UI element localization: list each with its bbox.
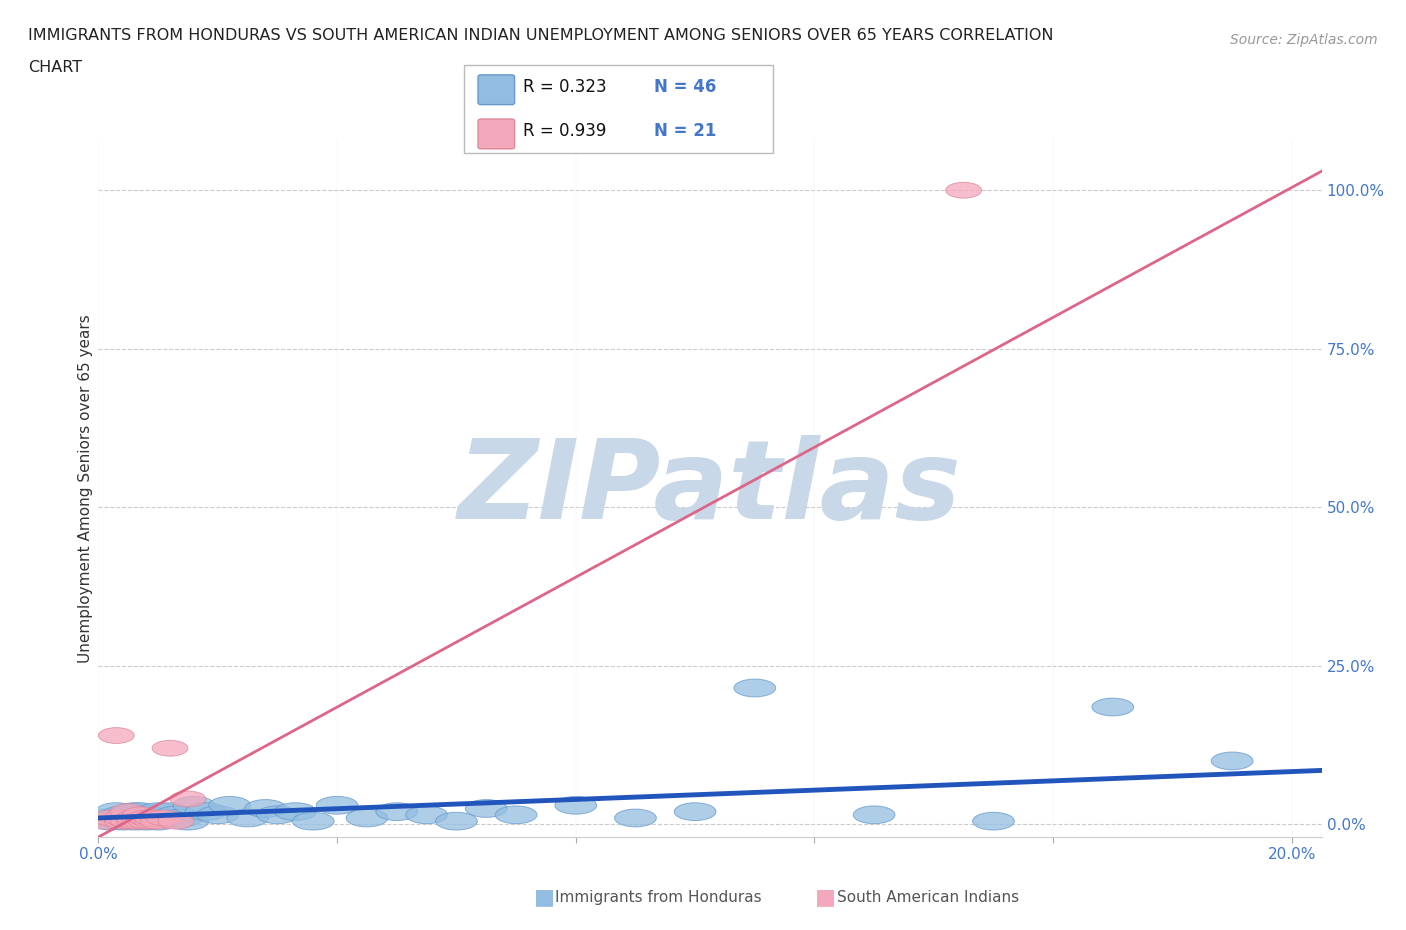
Ellipse shape xyxy=(734,679,776,697)
Ellipse shape xyxy=(173,796,215,814)
Text: Source: ZipAtlas.com: Source: ZipAtlas.com xyxy=(1230,33,1378,46)
Ellipse shape xyxy=(274,803,316,820)
Ellipse shape xyxy=(226,809,269,827)
Ellipse shape xyxy=(436,812,477,830)
Ellipse shape xyxy=(316,796,359,814)
Ellipse shape xyxy=(167,812,209,830)
Ellipse shape xyxy=(120,809,162,827)
Ellipse shape xyxy=(1211,752,1253,770)
Ellipse shape xyxy=(96,803,138,820)
Ellipse shape xyxy=(131,809,173,827)
Ellipse shape xyxy=(128,813,165,829)
Ellipse shape xyxy=(186,803,226,820)
Ellipse shape xyxy=(101,806,143,824)
Ellipse shape xyxy=(946,182,981,198)
Ellipse shape xyxy=(292,812,335,830)
Ellipse shape xyxy=(1092,698,1133,716)
Text: R = 0.323: R = 0.323 xyxy=(523,78,606,96)
Ellipse shape xyxy=(675,803,716,820)
Ellipse shape xyxy=(93,810,128,826)
Ellipse shape xyxy=(209,796,250,814)
Ellipse shape xyxy=(197,806,239,824)
Text: ZIPatlas: ZIPatlas xyxy=(458,434,962,542)
Ellipse shape xyxy=(110,804,146,819)
Ellipse shape xyxy=(162,809,202,827)
Ellipse shape xyxy=(152,740,188,756)
Ellipse shape xyxy=(143,809,186,827)
Ellipse shape xyxy=(122,813,157,829)
Ellipse shape xyxy=(110,813,146,829)
Text: N = 46: N = 46 xyxy=(654,78,716,96)
Text: Immigrants from Honduras: Immigrants from Honduras xyxy=(555,890,762,905)
Text: CHART: CHART xyxy=(28,60,82,75)
Ellipse shape xyxy=(138,812,179,830)
Ellipse shape xyxy=(117,813,152,829)
Text: N = 21: N = 21 xyxy=(654,122,716,140)
Ellipse shape xyxy=(256,806,298,824)
Ellipse shape xyxy=(125,806,167,824)
Ellipse shape xyxy=(120,803,162,820)
Ellipse shape xyxy=(146,810,181,826)
Text: ■: ■ xyxy=(815,887,837,908)
Ellipse shape xyxy=(96,809,138,827)
Ellipse shape xyxy=(157,813,194,829)
Ellipse shape xyxy=(346,809,388,827)
Ellipse shape xyxy=(128,810,165,826)
Ellipse shape xyxy=(122,807,157,823)
Ellipse shape xyxy=(98,727,134,743)
Ellipse shape xyxy=(555,796,596,814)
Text: IMMIGRANTS FROM HONDURAS VS SOUTH AMERICAN INDIAN UNEMPLOYMENT AMONG SENIORS OVE: IMMIGRANTS FROM HONDURAS VS SOUTH AMERIC… xyxy=(28,28,1053,43)
Text: South American Indians: South American Indians xyxy=(837,890,1019,905)
Ellipse shape xyxy=(125,812,167,830)
Ellipse shape xyxy=(138,803,179,820)
Y-axis label: Unemployment Among Seniors over 65 years: Unemployment Among Seniors over 65 years xyxy=(77,314,93,662)
Ellipse shape xyxy=(107,809,149,827)
Ellipse shape xyxy=(87,813,122,829)
Text: ■: ■ xyxy=(534,887,555,908)
Ellipse shape xyxy=(134,813,170,829)
Ellipse shape xyxy=(141,813,176,829)
Ellipse shape xyxy=(114,803,155,820)
Ellipse shape xyxy=(853,806,896,824)
Ellipse shape xyxy=(101,812,143,830)
Ellipse shape xyxy=(83,809,125,827)
Ellipse shape xyxy=(155,806,197,824)
Ellipse shape xyxy=(90,812,131,830)
Text: R = 0.939: R = 0.939 xyxy=(523,122,606,140)
Ellipse shape xyxy=(614,809,657,827)
Ellipse shape xyxy=(149,803,191,820)
Ellipse shape xyxy=(107,806,149,824)
Ellipse shape xyxy=(245,800,287,817)
Ellipse shape xyxy=(170,791,205,807)
Ellipse shape xyxy=(114,812,155,830)
Ellipse shape xyxy=(375,803,418,820)
Ellipse shape xyxy=(973,812,1014,830)
Ellipse shape xyxy=(117,810,152,826)
Ellipse shape xyxy=(465,800,508,817)
Ellipse shape xyxy=(406,806,447,824)
Ellipse shape xyxy=(134,810,170,826)
Ellipse shape xyxy=(104,813,141,829)
Ellipse shape xyxy=(495,806,537,824)
Ellipse shape xyxy=(104,810,141,826)
